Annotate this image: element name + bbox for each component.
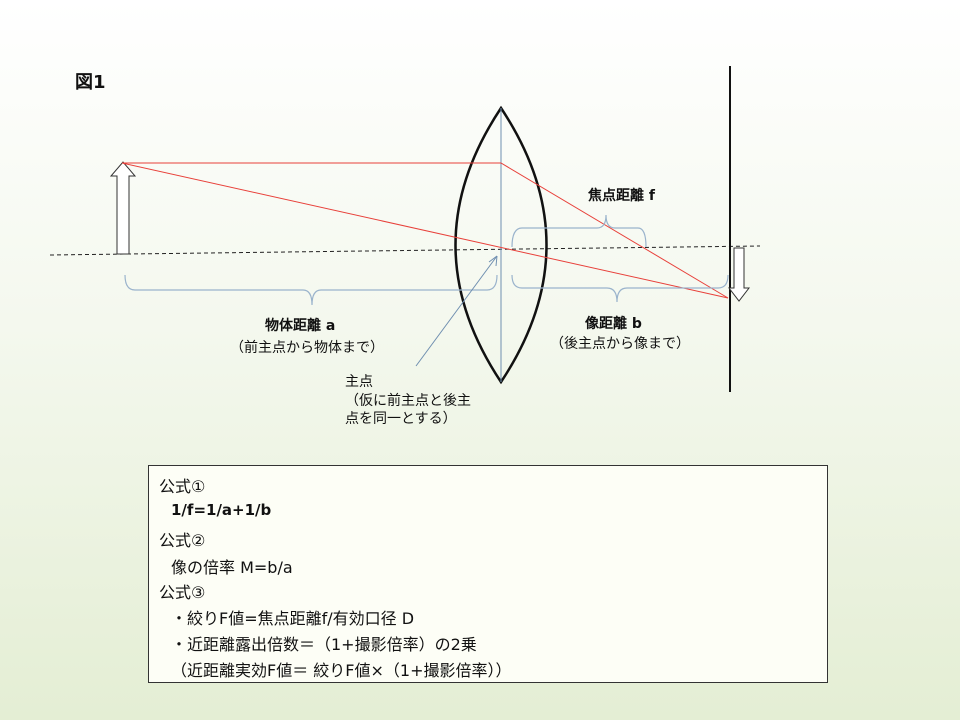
formula-1: 1/f=1/a+1/b [171,501,272,519]
optical-axis [49,245,761,256]
object-distance-label: 物体距離 a [265,318,336,334]
formula-1-title: 公式① [159,477,206,496]
image-distance-label: 像距離 b [585,316,642,332]
formula-2: 像の倍率 M=b/a [171,558,293,577]
principal-point-label: 主点 [345,374,373,390]
formula-2-title: 公式② [159,531,206,550]
figure-label: 図1 [75,72,106,93]
image-distance-brace [511,274,729,303]
focal-length-label: 焦点距離 f [588,188,655,204]
formula-3-title: 公式③ [159,583,206,602]
formula-3b: ・近距離露出倍数＝（1+撮影倍率）の2乗 [171,635,477,654]
object-arrow [109,161,137,255]
principal-point-note-1: （仮に前主点と後主 [345,393,471,409]
image-arrow [727,247,751,302]
principal-point-pointer [415,255,498,367]
object-distance-note: （前主点から物体まで） [230,340,384,356]
parallel-ray [122,162,729,299]
center-ray [121,162,729,299]
pointer-arrowhead [488,255,498,267]
formula-box: 公式① 1/f=1/a+1/b 公式② 像の倍率 M=b/a 公式③ ・絞りF値… [148,465,828,683]
formula-3a: ・絞りF値=焦点距離f/有効口径 D [171,609,415,628]
formula-3c: （近距離実効F値＝ 絞りF値×（1+撮影倍率）） [171,661,512,680]
focal-length-brace [511,214,647,248]
principal-point-note-2: 点を同一とする） [345,411,457,427]
object-distance-brace [124,274,498,306]
image-distance-note: （後主点から像まで） [550,336,690,352]
